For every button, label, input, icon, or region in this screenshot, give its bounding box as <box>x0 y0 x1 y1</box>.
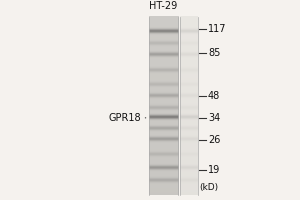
Text: GPR18: GPR18 <box>109 113 141 123</box>
Text: 117: 117 <box>208 24 226 34</box>
Text: HT-29: HT-29 <box>149 1 178 11</box>
Text: (kD): (kD) <box>199 183 218 192</box>
Text: 48: 48 <box>208 91 220 101</box>
Text: 85: 85 <box>208 48 220 58</box>
Text: 26: 26 <box>208 135 220 145</box>
Text: 19: 19 <box>208 165 220 175</box>
Text: 34: 34 <box>208 113 220 123</box>
